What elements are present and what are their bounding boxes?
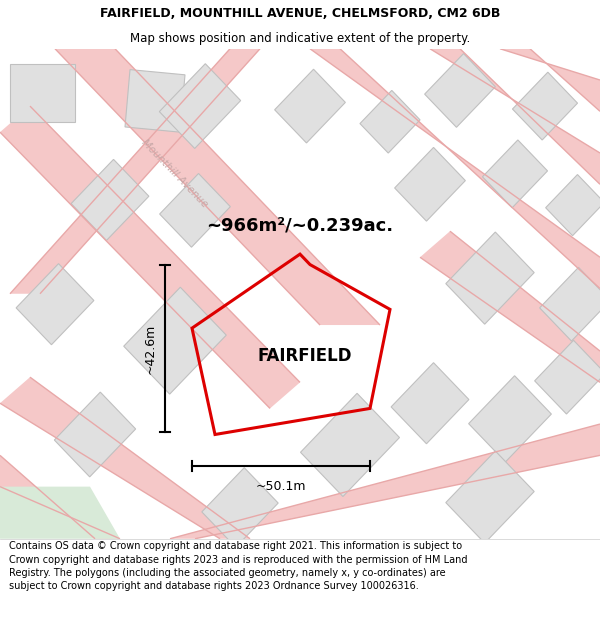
Polygon shape [275, 69, 346, 143]
Polygon shape [539, 268, 600, 341]
Text: Map shows position and indicative extent of the property.: Map shows position and indicative extent… [130, 31, 470, 44]
Polygon shape [500, 49, 600, 111]
Polygon shape [71, 159, 149, 241]
Polygon shape [160, 64, 241, 149]
Polygon shape [420, 231, 600, 382]
Polygon shape [10, 49, 260, 294]
Polygon shape [430, 49, 600, 184]
Polygon shape [482, 140, 548, 208]
Polygon shape [545, 174, 600, 236]
Polygon shape [425, 54, 496, 128]
Polygon shape [160, 174, 230, 248]
Polygon shape [125, 69, 185, 132]
Polygon shape [55, 392, 136, 477]
Polygon shape [512, 72, 578, 140]
Polygon shape [0, 487, 120, 539]
Polygon shape [0, 106, 300, 408]
Polygon shape [446, 451, 534, 543]
Polygon shape [301, 393, 400, 496]
Text: Contains OS data © Crown copyright and database right 2021. This information is : Contains OS data © Crown copyright and d… [9, 541, 467, 591]
Polygon shape [395, 148, 466, 221]
Polygon shape [202, 468, 278, 548]
Polygon shape [446, 232, 534, 324]
Polygon shape [391, 362, 469, 444]
Text: FAIRFIELD: FAIRFIELD [258, 348, 352, 365]
Polygon shape [0, 377, 250, 539]
Text: FAIRFIELD, MOUNTHILL AVENUE, CHELMSFORD, CM2 6DB: FAIRFIELD, MOUNTHILL AVENUE, CHELMSFORD,… [100, 7, 500, 20]
Polygon shape [10, 64, 75, 122]
Text: Mounthill Avenue: Mounthill Avenue [140, 138, 210, 210]
Text: ~50.1m: ~50.1m [256, 481, 306, 493]
Polygon shape [124, 288, 226, 394]
Text: ~42.6m: ~42.6m [144, 323, 157, 374]
Polygon shape [16, 264, 94, 345]
Polygon shape [360, 91, 420, 153]
Polygon shape [170, 424, 600, 539]
Polygon shape [0, 456, 120, 539]
Text: ~966m²/~0.239ac.: ~966m²/~0.239ac. [206, 217, 394, 235]
Polygon shape [469, 376, 551, 462]
Polygon shape [535, 340, 600, 414]
Polygon shape [310, 49, 600, 289]
Polygon shape [55, 49, 380, 325]
